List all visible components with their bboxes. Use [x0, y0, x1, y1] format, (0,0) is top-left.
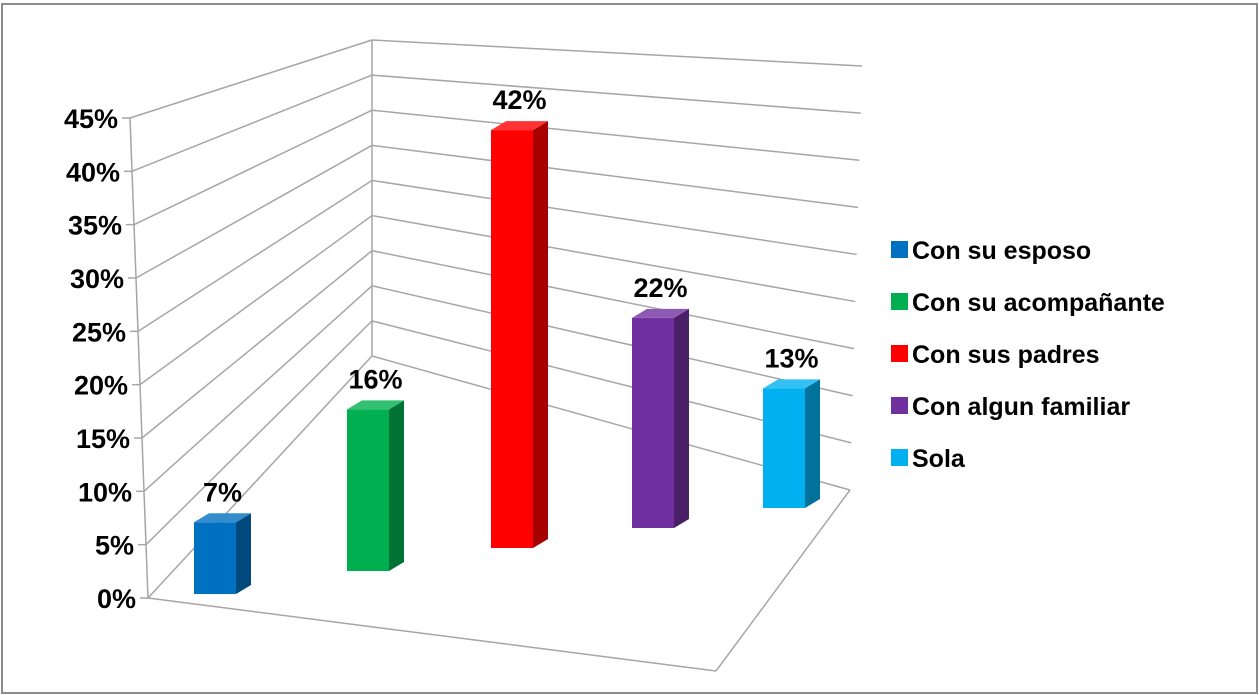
legend-item: Con su acompañante [891, 289, 1165, 317]
gridline-left-wall [133, 109, 373, 226]
gridline-left-wall [139, 214, 373, 386]
bar-front [194, 522, 236, 594]
gridline-back-wall [371, 74, 861, 114]
legend-swatch [891, 397, 908, 414]
legend-label: Con algun familiar [912, 393, 1130, 421]
gridlines [129, 39, 863, 546]
y-tick-label: 20% [74, 371, 128, 401]
gridline-left-wall [141, 250, 373, 439]
bar-side [805, 379, 820, 508]
y-tick-label: 35% [68, 211, 122, 241]
chart-walls [129, 40, 851, 672]
y-tick-label: 40% [66, 157, 120, 187]
floor-right-edge [715, 489, 851, 672]
bar-top [763, 379, 820, 389]
bar-side [674, 308, 689, 528]
y-tick-label: 5% [95, 531, 134, 561]
legend-item: Sola [891, 445, 966, 473]
data-label: 22% [633, 273, 687, 303]
left-wall-front-edge [129, 117, 149, 599]
legend-label: Sola [912, 445, 966, 473]
bar-top [491, 121, 548, 131]
gridline-back-wall [371, 39, 863, 67]
legend-label: Con su esposo [912, 237, 1091, 265]
gridline-back-wall [371, 214, 856, 303]
y-tick-label: 45% [64, 104, 118, 134]
legend-swatch [891, 241, 908, 258]
bar-con-su-esposo [194, 513, 251, 594]
legend-item: Con sus padres [891, 341, 1100, 369]
gridline-back-wall [371, 109, 860, 161]
bar-con-sus-padres [491, 121, 548, 548]
bar-top [194, 513, 251, 523]
gridline-back-wall [371, 285, 853, 397]
bar-side [389, 400, 404, 571]
legend-swatch [891, 449, 908, 466]
bar-con-su-acompanante [347, 400, 404, 571]
gridline-back-wall [371, 249, 855, 350]
gridline-left-wall [145, 320, 373, 546]
legend-swatch [891, 293, 908, 310]
data-label: 16% [348, 364, 402, 394]
gridline-left-wall [135, 144, 373, 279]
bar-side [533, 121, 548, 548]
bar-front [347, 409, 389, 571]
y-axis-ticks: 0% 5% 10% 15% 20% 25% 30% 35% 40% 45% [64, 104, 148, 614]
legend: Con su esposo Con su acompañante Con sus p… [891, 237, 1165, 473]
bar-sola [763, 379, 820, 508]
bar-top [632, 308, 689, 318]
bar-front [632, 317, 674, 528]
legend-label: Con sus padres [912, 341, 1100, 369]
data-label: 13% [764, 343, 818, 373]
bar-side [236, 513, 251, 594]
y-tick-label: 10% [78, 477, 132, 507]
gridline-left-wall [137, 179, 373, 332]
bar-front [491, 130, 533, 548]
y-tick-label: 0% [97, 584, 136, 614]
legend-swatch [891, 345, 908, 362]
legend-item: Con su esposo [891, 237, 1091, 265]
bar-top [347, 400, 404, 410]
y-tick-label: 30% [70, 264, 124, 294]
bars [194, 121, 820, 594]
data-label: 7% [203, 477, 242, 507]
floor-front-edge [147, 597, 717, 672]
bar-con-algun-familiar [632, 308, 689, 528]
bar-front [763, 388, 805, 508]
gridline-left-wall [129, 39, 373, 119]
legend-label: Con su acompañante [912, 289, 1165, 317]
y-tick-label: 25% [72, 317, 126, 347]
floor-left-edge [147, 355, 373, 599]
gridline-left-wall [131, 74, 373, 173]
y-tick-label: 15% [76, 424, 130, 454]
legend-item: Con algun familiar [891, 393, 1130, 421]
gridline-left-wall [143, 285, 373, 492]
gridline-back-wall [371, 144, 859, 209]
data-label: 42% [492, 85, 546, 115]
data-labels: 7% 16% 42% 22% 13% [203, 85, 819, 507]
gridline-back-wall [371, 179, 857, 256]
